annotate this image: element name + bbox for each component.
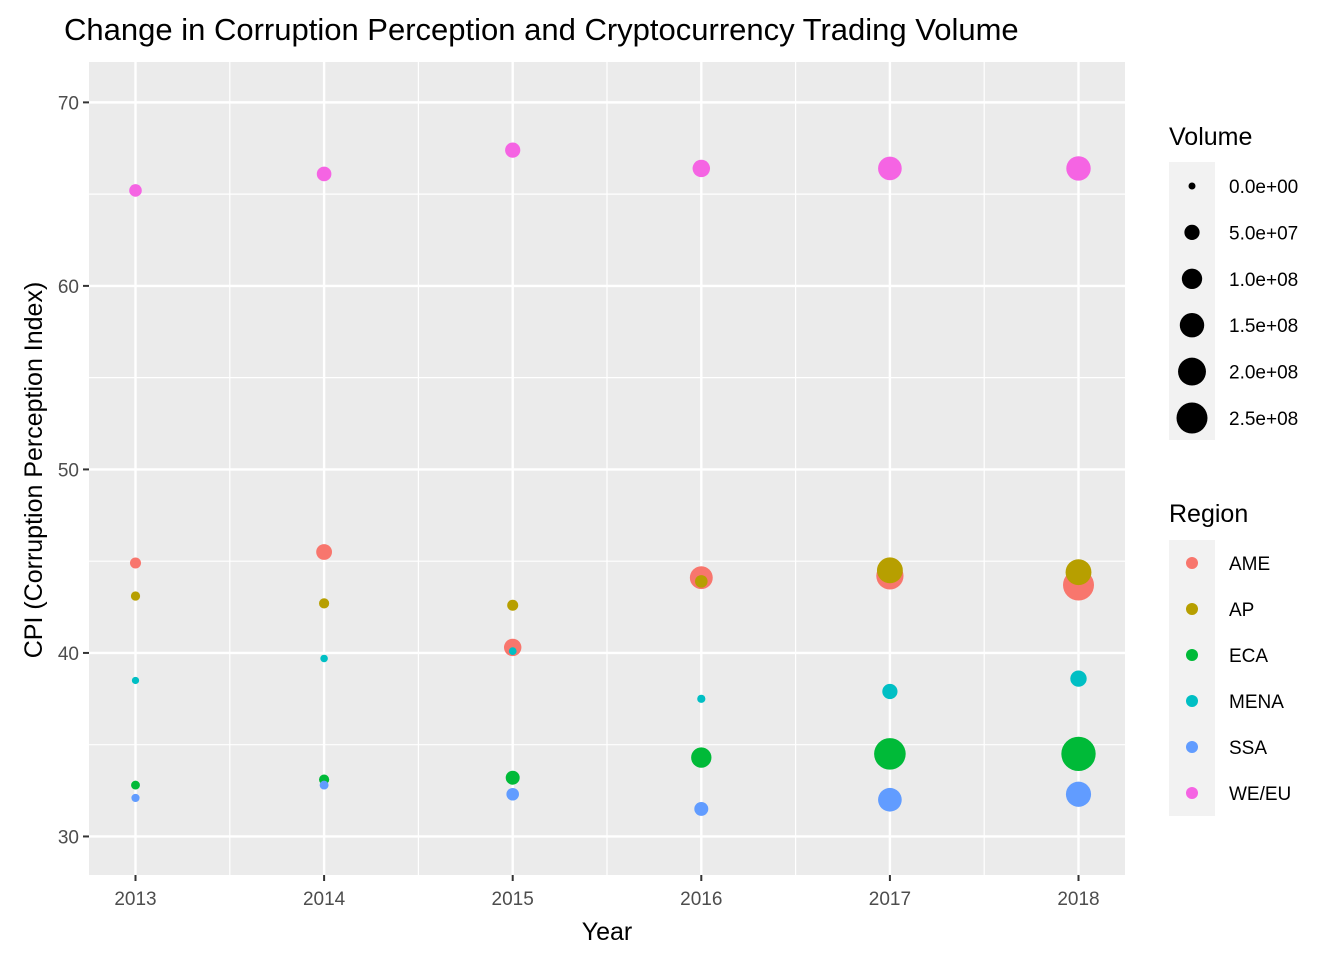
- color-legend-key: [1186, 557, 1198, 569]
- data-point: [319, 780, 329, 790]
- color-legend-keys-background: [1169, 540, 1215, 816]
- color-legend-key: [1186, 787, 1198, 799]
- size-legend-key: [1188, 182, 1196, 190]
- x-tick-label: 2017: [869, 889, 911, 910]
- data-point: [1070, 670, 1087, 687]
- data-point: [878, 156, 902, 181]
- y-tick-label: 70: [58, 93, 79, 114]
- y-axis-title: CPI (Corruption Perception Index): [20, 282, 48, 659]
- data-point: [1066, 156, 1091, 181]
- size-legend-key: [1184, 224, 1200, 241]
- size-legend-label: 5.0e+07: [1229, 223, 1298, 244]
- size-legend-label: 0.0e+00: [1229, 177, 1298, 198]
- data-point: [692, 159, 711, 178]
- data-point: [508, 647, 517, 655]
- x-tick-label: 2015: [492, 889, 534, 910]
- data-point: [129, 184, 142, 197]
- color-legend-label: SSA: [1229, 738, 1267, 759]
- size-legend: Volume 0.0e+00 5.0e+07 1.0e+08 1.5e+08 2.0e+…: [1169, 123, 1298, 440]
- data-point: [876, 557, 903, 584]
- data-point: [1065, 559, 1092, 586]
- data-point: [316, 166, 332, 182]
- data-point: [695, 575, 708, 588]
- data-point: [319, 598, 330, 609]
- size-legend-key: [1179, 312, 1205, 338]
- size-legend-keys-background: [1169, 162, 1215, 440]
- size-legend-label: 2.0e+08: [1229, 363, 1298, 384]
- y-tick-label: 60: [58, 277, 79, 298]
- data-point: [505, 770, 520, 785]
- x-axis-title: Year: [582, 918, 633, 946]
- y-tick-label: 30: [58, 827, 79, 848]
- color-legend-title: Region: [1169, 500, 1248, 528]
- color-legend-key: [1186, 695, 1198, 707]
- data-point: [131, 793, 140, 803]
- color-legend-key: [1186, 603, 1198, 615]
- size-legend-key: [1176, 402, 1208, 434]
- x-tick-label: 2018: [1057, 889, 1099, 910]
- color-legend-key: [1186, 741, 1198, 753]
- size-legend-label: 2.5e+08: [1229, 409, 1298, 430]
- size-legend-label: 1.0e+08: [1229, 270, 1298, 291]
- data-point: [1065, 781, 1092, 807]
- data-point: [1061, 736, 1096, 772]
- data-point: [131, 780, 140, 790]
- data-point: [874, 738, 906, 770]
- y-axis: 30 40 50 60 70: [58, 93, 89, 848]
- data-point: [691, 747, 712, 768]
- data-point: [316, 544, 332, 560]
- data-point: [130, 591, 141, 601]
- x-tick-label: 2016: [680, 889, 722, 910]
- chart-title: Change in Corruption Perception and Cryp…: [64, 12, 1019, 47]
- data-point: [882, 683, 898, 700]
- size-legend-key: [1181, 268, 1203, 289]
- color-legend-key: [1186, 649, 1198, 661]
- data-point: [878, 787, 902, 812]
- data-points: [129, 142, 1096, 816]
- color-legend-label: AME: [1229, 554, 1270, 575]
- x-tick-label: 2013: [114, 889, 156, 910]
- size-legend-title: Volume: [1169, 123, 1252, 151]
- data-point: [697, 694, 706, 703]
- color-legend-label: MENA: [1229, 692, 1284, 713]
- x-axis: 2013 2014 2015 2016 2017 2018: [114, 875, 1100, 910]
- data-point: [506, 787, 519, 801]
- color-legend: Region AME AP ECA MENA SSA WE/EU: [1169, 500, 1291, 816]
- data-point: [320, 654, 328, 663]
- data-point: [129, 557, 142, 569]
- color-legend-label: AP: [1229, 600, 1254, 621]
- x-tick-label: 2014: [303, 889, 346, 910]
- size-legend-key: [1178, 357, 1206, 386]
- y-tick-label: 50: [58, 460, 79, 481]
- data-point: [694, 801, 709, 816]
- color-legend-label: ECA: [1229, 646, 1268, 667]
- data-point: [505, 142, 521, 158]
- color-legend-label: WE/EU: [1229, 784, 1291, 805]
- size-legend-label: 1.5e+08: [1229, 316, 1298, 337]
- data-point: [131, 676, 140, 685]
- y-tick-label: 40: [58, 644, 79, 665]
- data-point: [507, 599, 519, 611]
